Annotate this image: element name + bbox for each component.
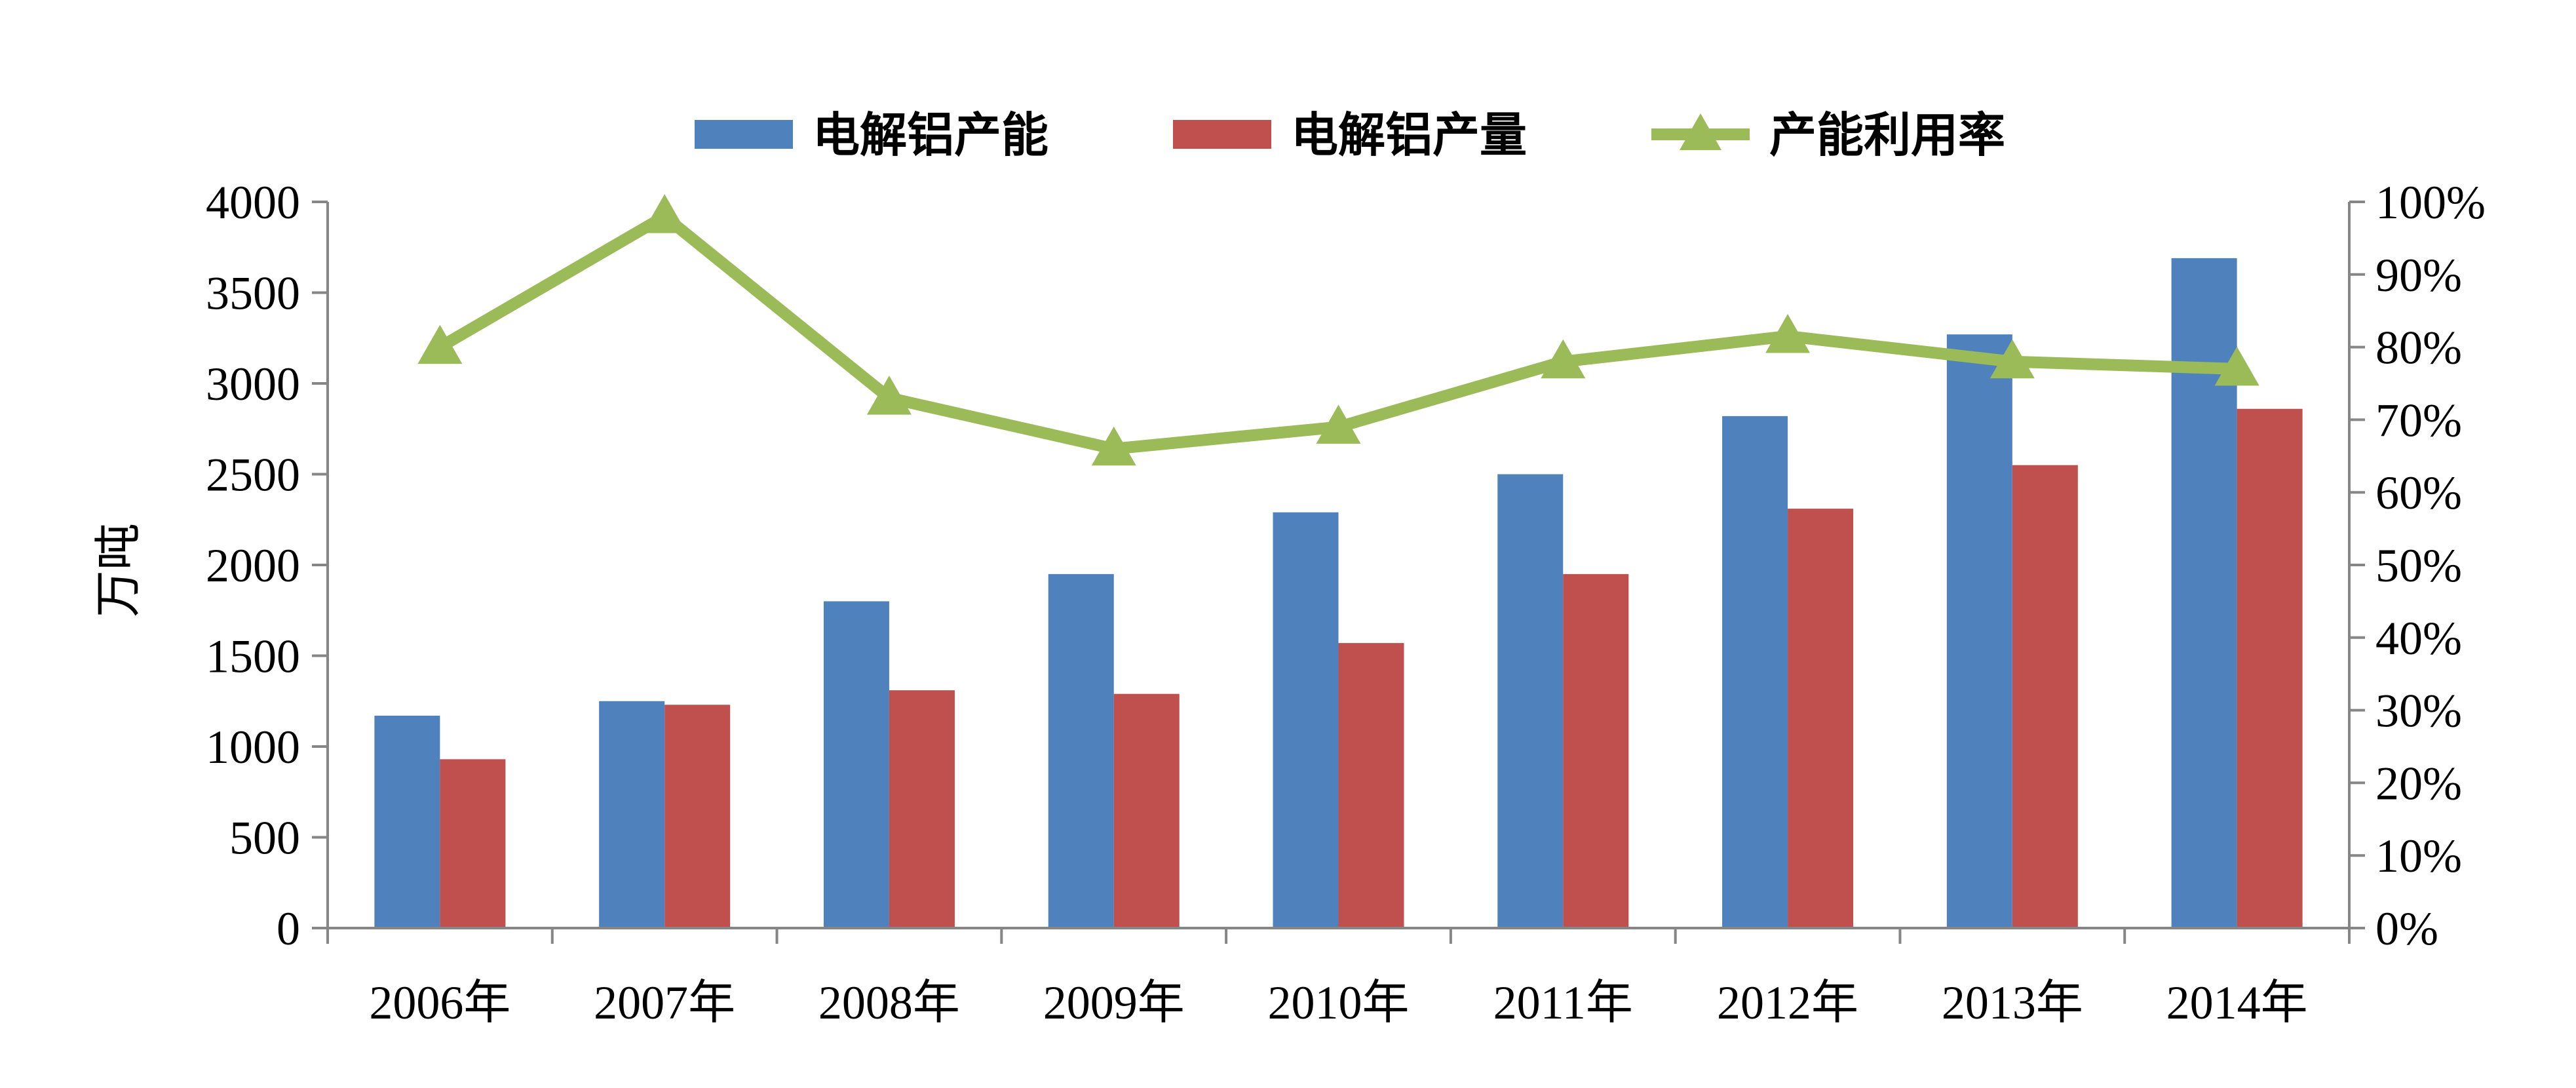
bar-capacity	[374, 715, 440, 928]
legend-swatch-capacity	[695, 120, 793, 149]
bar-output	[1113, 693, 1180, 928]
x-tick-label: 2011年	[1493, 977, 1633, 1029]
bar-capacity	[1722, 416, 1788, 928]
y-tick-label-left: 3000	[206, 358, 300, 410]
x-tick-label: 2007年	[594, 977, 735, 1029]
y-tick-label-right: 90%	[2375, 249, 2462, 301]
legend-swatch-marker	[1680, 113, 1721, 150]
legend-label: 产能利用率	[1769, 107, 2005, 163]
y-tick-label-left: 4000	[206, 176, 300, 229]
x-tick-label: 2010年	[1267, 977, 1409, 1029]
y-tick-label-left: 0	[277, 903, 300, 955]
y-axis-title: 万吨	[90, 523, 145, 617]
legend-label: 电解铝产量	[1291, 107, 1527, 163]
utilization-marker	[1316, 404, 1361, 444]
bar-output	[2012, 465, 2078, 928]
y-tick-label-right: 80%	[2375, 322, 2462, 374]
x-tick-label: 2006年	[369, 977, 510, 1029]
bar-output	[664, 705, 731, 928]
utilization-marker	[866, 376, 912, 415]
bar-output	[440, 759, 506, 928]
bar-output	[889, 690, 955, 928]
x-tick-label: 2008年	[818, 977, 960, 1029]
x-tick-label: 2014年	[2166, 977, 2308, 1029]
y-tick-label-right: 100%	[2375, 176, 2486, 229]
bar-capacity	[1497, 474, 1564, 928]
utilization-marker	[1990, 339, 2035, 379]
x-tick-label: 2012年	[1717, 977, 1858, 1029]
legend-swatch-output	[1173, 120, 1271, 149]
y-tick-label-right: 10%	[2375, 830, 2462, 882]
utilization-marker	[417, 324, 463, 364]
bar-output	[1338, 643, 1404, 928]
bar-output	[2237, 408, 2303, 928]
y-tick-label-left: 2000	[206, 539, 300, 592]
legend-label: 电解铝产能	[813, 107, 1048, 163]
utilization-marker	[642, 194, 687, 233]
axes: 0 500 1000 1500 2000 2500 3000 3500 4000 0% 10% 20%…	[206, 176, 2486, 1029]
x-tick-label: 2009年	[1043, 977, 1185, 1029]
y-tick-label-right: 30%	[2375, 685, 2462, 737]
bar-output	[1788, 509, 1854, 928]
bar-capacity	[1273, 512, 1339, 928]
legend: 电解铝产能 电解铝产量 产能利用率	[695, 107, 2005, 163]
line-series	[417, 194, 2259, 466]
bars	[374, 258, 2303, 929]
y-tick-label-left: 1000	[206, 721, 300, 773]
utilization-marker	[2214, 346, 2259, 386]
bar-capacity	[2171, 258, 2237, 928]
bar-capacity	[1946, 334, 2012, 929]
y-tick-label-left: 1500	[206, 631, 300, 683]
y-tick-label-right: 70%	[2375, 394, 2462, 446]
bar-output	[1563, 573, 1629, 928]
y-tick-label-right: 60%	[2375, 467, 2462, 519]
y-tick-label-left: 500	[229, 812, 300, 865]
y-tick-label-right: 50%	[2375, 539, 2462, 592]
utilization-marker	[1765, 313, 1811, 353]
y-tick-label-right: 20%	[2375, 757, 2462, 809]
bar-capacity	[823, 601, 889, 928]
y-tick-label-left: 2500	[206, 449, 300, 501]
utilization-marker	[1541, 339, 1586, 379]
x-tick-label: 2013年	[1942, 977, 2083, 1029]
bar-capacity	[1048, 573, 1114, 928]
y-tick-label-left: 3500	[206, 267, 300, 320]
y-tick-label-right: 0%	[2375, 903, 2438, 955]
bar-capacity	[599, 701, 665, 928]
y-tick-label-right: 40%	[2375, 612, 2462, 665]
utilization-marker	[1091, 426, 1136, 466]
